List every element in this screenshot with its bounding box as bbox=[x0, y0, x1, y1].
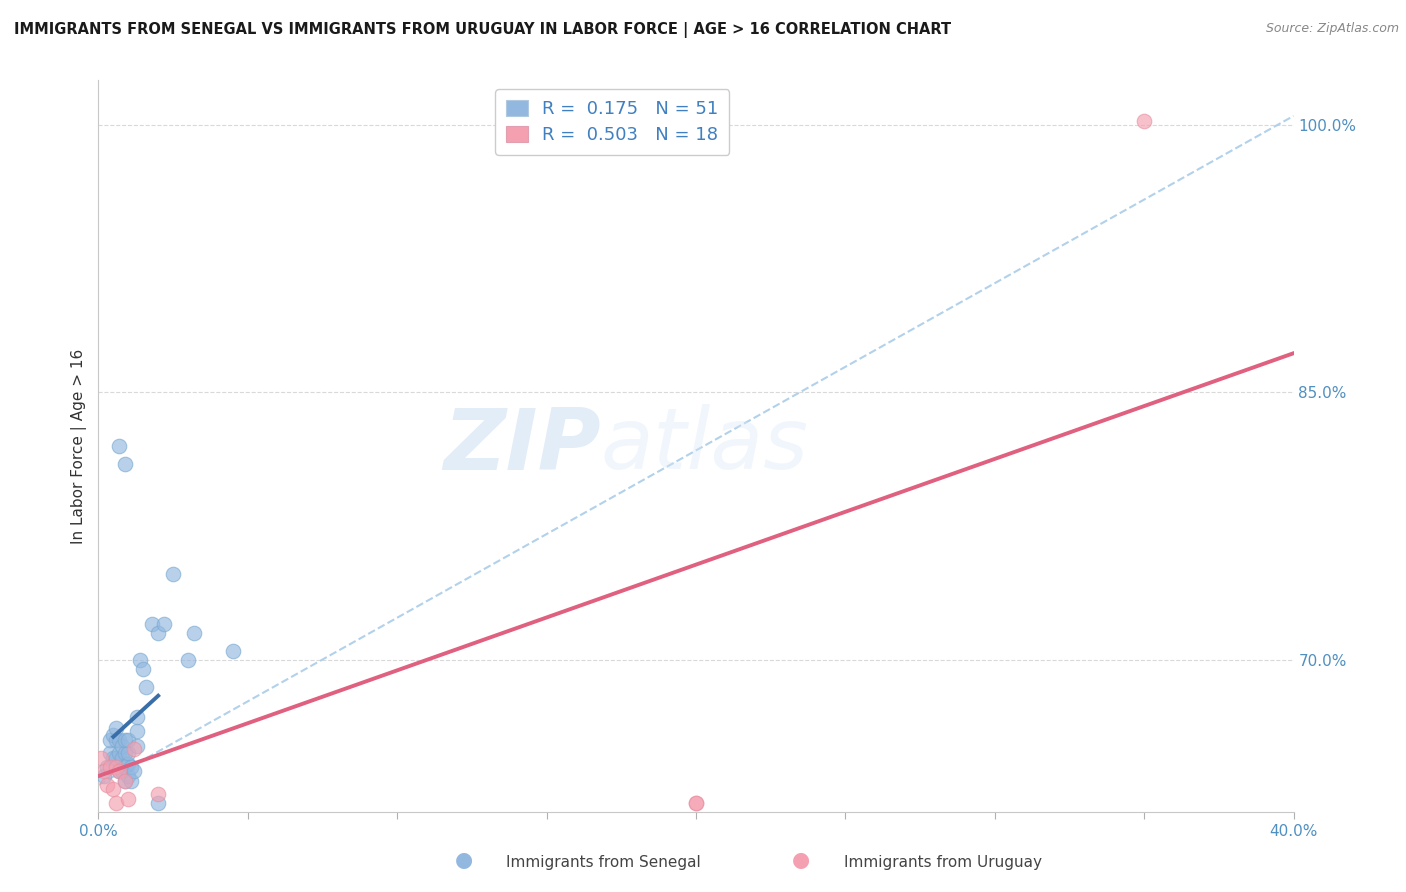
Point bbox=[153, 617, 176, 632]
Point bbox=[108, 733, 131, 747]
Text: Source: ZipAtlas.com: Source: ZipAtlas.com bbox=[1265, 22, 1399, 36]
Point bbox=[108, 439, 131, 453]
Point bbox=[127, 739, 149, 753]
Point bbox=[114, 774, 136, 789]
Point bbox=[96, 778, 118, 792]
Point bbox=[111, 764, 134, 778]
Legend: R =  0.175   N = 51, R =  0.503   N = 18: R = 0.175 N = 51, R = 0.503 N = 18 bbox=[495, 89, 730, 154]
Text: Immigrants from Uruguay: Immigrants from Uruguay bbox=[844, 855, 1042, 870]
Point bbox=[111, 739, 134, 753]
Point bbox=[120, 774, 142, 789]
Point bbox=[96, 760, 118, 774]
Point bbox=[105, 751, 128, 765]
Point bbox=[117, 756, 139, 771]
Point bbox=[108, 746, 131, 760]
Point bbox=[114, 457, 136, 471]
Point bbox=[148, 626, 170, 640]
Point bbox=[132, 662, 155, 676]
Point bbox=[90, 751, 112, 765]
Point bbox=[141, 617, 163, 632]
Point bbox=[100, 760, 122, 774]
Point bbox=[127, 724, 149, 739]
Point bbox=[100, 746, 122, 760]
Point bbox=[103, 728, 125, 742]
Point bbox=[105, 721, 128, 735]
Point bbox=[114, 733, 136, 747]
Point bbox=[162, 567, 184, 582]
Point bbox=[685, 796, 707, 810]
Point bbox=[127, 710, 149, 724]
Point bbox=[124, 742, 146, 756]
Point bbox=[93, 881, 115, 892]
Text: IMMIGRANTS FROM SENEGAL VS IMMIGRANTS FROM URUGUAY IN LABOR FORCE | AGE > 16 COR: IMMIGRANTS FROM SENEGAL VS IMMIGRANTS FR… bbox=[14, 22, 952, 38]
Point bbox=[93, 764, 115, 778]
Point bbox=[93, 769, 115, 783]
Point bbox=[148, 787, 170, 801]
Point bbox=[148, 796, 170, 810]
Text: ●: ● bbox=[793, 850, 810, 870]
Point bbox=[108, 764, 131, 778]
Text: atlas: atlas bbox=[600, 404, 808, 488]
Point bbox=[117, 792, 139, 806]
Point bbox=[685, 796, 707, 810]
Point bbox=[111, 751, 134, 765]
Point bbox=[108, 764, 131, 778]
Point bbox=[105, 733, 128, 747]
Point bbox=[129, 653, 152, 667]
Point bbox=[124, 764, 146, 778]
Point bbox=[114, 760, 136, 774]
Point bbox=[183, 626, 205, 640]
Text: Immigrants from Senegal: Immigrants from Senegal bbox=[506, 855, 702, 870]
Point bbox=[114, 774, 136, 789]
Point bbox=[100, 733, 122, 747]
Point bbox=[105, 760, 128, 774]
Point bbox=[177, 653, 200, 667]
Point bbox=[103, 751, 125, 765]
Point bbox=[120, 760, 142, 774]
Point bbox=[117, 733, 139, 747]
Point bbox=[222, 644, 245, 658]
Point bbox=[135, 680, 157, 694]
Point bbox=[1133, 114, 1156, 128]
Text: ●: ● bbox=[456, 850, 472, 870]
Y-axis label: In Labor Force | Age > 16: In Labor Force | Age > 16 bbox=[72, 349, 87, 543]
Point bbox=[117, 746, 139, 760]
Point bbox=[114, 746, 136, 760]
Text: ZIP: ZIP bbox=[443, 404, 600, 488]
Point bbox=[105, 796, 128, 810]
Point bbox=[103, 781, 125, 796]
Point bbox=[117, 769, 139, 783]
